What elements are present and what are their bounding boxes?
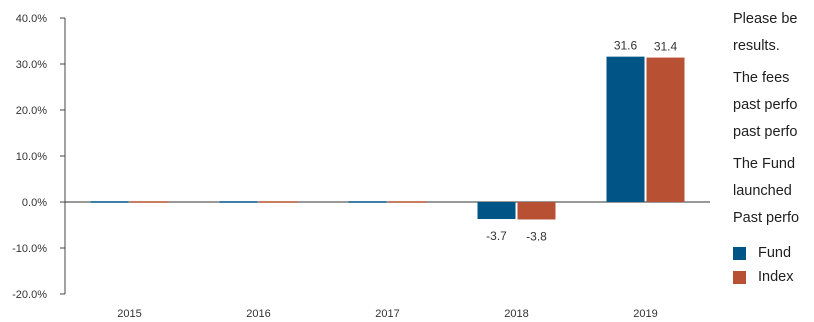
y-tick-label: 40.0% — [16, 13, 47, 25]
bar-fund-2017 — [348, 201, 387, 203]
bar-index-2017 — [388, 201, 427, 203]
x-tick-label-2018: 2018 — [504, 308, 528, 320]
note-line-8: Past perfo — [733, 210, 800, 226]
legend-item-index: Index — [733, 266, 793, 288]
x-tick-label-2017: 2017 — [375, 308, 399, 320]
legend-label-index: Index — [758, 269, 794, 285]
note-line-7: launched — [733, 183, 792, 199]
bar-fund-2018 — [477, 202, 516, 220]
y-tick-label: 0.0% — [22, 197, 47, 209]
legend-label-fund: Fund — [758, 245, 792, 261]
y-tick-label: 20.0% — [16, 105, 47, 117]
note-line-2: results. — [733, 38, 780, 54]
legend-swatch-fund — [733, 246, 746, 260]
bar-fund-2016 — [219, 201, 258, 203]
y-tick-label: 30.0% — [16, 59, 47, 71]
bar-index-2018 — [517, 202, 556, 220]
y-tick-label: -10.0% — [12, 243, 47, 255]
note-line-5: past perfo — [733, 124, 798, 140]
x-tick-label-2015: 2015 — [117, 308, 141, 320]
x-tick-label-2019: 2019 — [633, 308, 657, 320]
note-line-6: The Fund — [733, 156, 796, 172]
legend-item-fund: Fund — [733, 242, 791, 264]
y-tick-label: -20.0% — [12, 289, 47, 301]
data-label-fund-2018: -3.7 — [486, 229, 507, 243]
bar-index-2015 — [130, 201, 169, 203]
bar-fund-2015 — [90, 201, 129, 203]
data-label-index-2018: -3.8 — [526, 229, 547, 243]
note-line-1: Please be — [733, 11, 798, 27]
legend-swatch-index — [733, 270, 746, 284]
bar-index-2016 — [259, 201, 298, 203]
note-line-4: past perfo — [733, 97, 798, 113]
y-tick-label: 10.0% — [16, 151, 47, 163]
data-label-index-2019: 31.4 — [654, 40, 678, 54]
x-tick-label-2016: 2016 — [246, 308, 270, 320]
bar-index-2019 — [646, 57, 685, 203]
data-label-fund-2019: 31.6 — [614, 39, 638, 53]
bar-chart: -20.0% -10.0% 0.0% 10.0% 20.0% 30.0% 40.0% 2015… — [12, 13, 710, 320]
bar-fund-2019 — [606, 56, 645, 202]
note-line-3: The fees — [733, 70, 790, 86]
side-panel: Please be results. The fees past perfo p… — [733, 0, 814, 322]
